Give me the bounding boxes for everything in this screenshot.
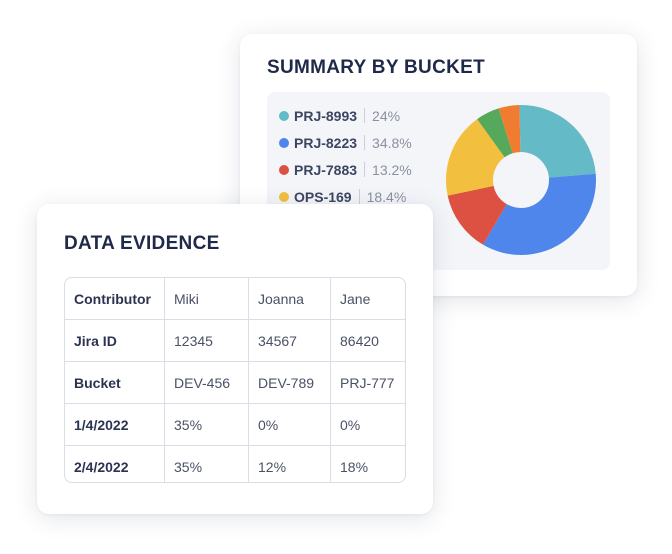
legend-name: PRJ-8223 [294, 134, 358, 151]
table-cell: 86420 [330, 319, 405, 362]
table-cell: DEV-456 [164, 361, 249, 404]
table-cell: 0% [248, 403, 331, 446]
legend-name: PRJ-7883 [294, 161, 358, 178]
legend-dot [279, 191, 289, 202]
table-row: Jira ID 12345 34567 86420 [65, 319, 405, 362]
legend-dot [279, 164, 289, 175]
legend-dot [279, 137, 289, 148]
legend-dot [279, 110, 289, 121]
legend-percent: 13.2% [372, 161, 412, 178]
table-cell: DEV-789 [248, 361, 331, 404]
legend-item[interactable]: PRJ-8223 34.8% [279, 129, 412, 156]
legend: PRJ-8993 24% PRJ-8223 34.8% PRJ-7883 13.… [279, 102, 412, 210]
row-label-date: 2/4/2022 [65, 445, 165, 482]
donut-slice[interactable] [446, 119, 505, 196]
legend-name: PRJ-8993 [294, 107, 358, 124]
row-label-date: 1/4/2022 [65, 403, 165, 446]
table-cell: 0% [330, 403, 405, 446]
legend-percent: 24% [372, 107, 401, 124]
table-cell: PRJ-777 [330, 361, 405, 404]
donut-slice[interactable] [482, 173, 596, 255]
row-label-bucket: Bucket [65, 361, 165, 404]
table-cell: Joanna [248, 278, 331, 320]
legend-separator [364, 162, 366, 177]
legend-separator [364, 108, 366, 123]
donut-slice[interactable] [519, 105, 596, 178]
evidence-table: Contributor Miki Joanna Jane Jira ID 123… [64, 277, 406, 483]
legend-item[interactable]: OPS-169 18.4% [279, 183, 412, 210]
donut-slice[interactable] [498, 105, 521, 154]
summary-title: SUMMARY BY BUCKET [267, 57, 485, 78]
legend-separator [358, 189, 360, 204]
donut-slice[interactable] [477, 108, 513, 158]
legend-item[interactable]: PRJ-7883 13.2% [279, 156, 412, 183]
table-cell: 35% [164, 445, 249, 482]
table-row: 1/4/2022 35% 0% 0% [65, 403, 405, 446]
row-label-contributor: Contributor [65, 278, 165, 320]
legend-item[interactable]: PRJ-8993 24% [279, 102, 412, 129]
table-cell: Miki [164, 278, 249, 320]
row-label-jira-id: Jira ID [65, 319, 165, 362]
table-cell: 18% [340, 458, 369, 475]
donut-slice[interactable] [447, 185, 507, 245]
table-cell: 12345 [164, 319, 249, 362]
table-cell: Jane [330, 278, 405, 320]
table-cell: 34567 [248, 319, 331, 362]
donut-chart[interactable] [446, 105, 596, 255]
table-row: 2/4/2022 35% 12% 18% [65, 445, 405, 482]
table-row: Contributor Miki Joanna Jane [65, 278, 405, 320]
table-row: Bucket DEV-456 DEV-789 PRJ-777 [65, 361, 405, 404]
legend-percent: 34.8% [372, 134, 412, 151]
legend-percent: 18.4% [366, 188, 407, 205]
evidence-title: DATA EVIDENCE [64, 233, 220, 254]
evidence-card: DATA EVIDENCE Contributor Miki Joanna Ja… [37, 204, 433, 514]
table-cell: 35% [164, 403, 249, 446]
legend-name: OPS-169 [294, 188, 352, 205]
table-cell: 12% [248, 445, 331, 482]
legend-separator [364, 135, 366, 150]
